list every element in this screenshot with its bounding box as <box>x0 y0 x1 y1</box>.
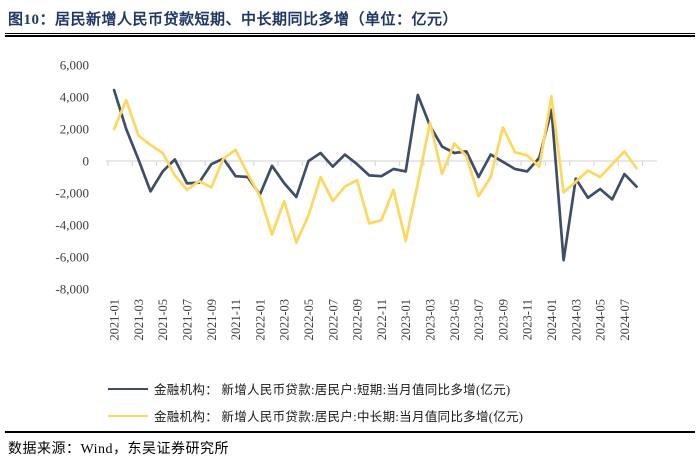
x-axis-tick-label: 2024-03 <box>569 299 583 341</box>
y-axis-tick-label: -6,000 <box>55 250 89 265</box>
medium-long-term-line-swatch <box>108 414 148 417</box>
legend-row-medium-long-term: 金融机构： 新增人民币贷款:居民户:中长期:当月值同比多增(亿元) <box>108 402 523 429</box>
loan-growth-line-chart: 6,000 4,000 2,000 0 -2,000 -4,000 -6,000 -8,000… <box>55 58 657 341</box>
x-axis-tick-label: 2022-03 <box>278 299 292 341</box>
data-source: 数据来源：Wind，东吴证券研究所 <box>8 442 230 457</box>
legend-label-medium-long-term: 金融机构： 新增人民币贷款:居民户:中长期:当月值同比多增(亿元) <box>154 410 524 424</box>
y-axis-tick-label: 0 <box>83 154 90 169</box>
x-axis-tick-label: 2022-11 <box>375 299 389 340</box>
x-axis-tick-label: 2021-03 <box>132 299 146 341</box>
x-axis-tick-label: 2024-05 <box>594 299 608 341</box>
y-axis-tick-label: -2,000 <box>55 186 89 201</box>
x-axis-tick-label: 2023-09 <box>496 299 510 341</box>
x-axis-tick-label: 2023-05 <box>448 299 462 341</box>
medium-long-term-series-line <box>112 94 638 244</box>
x-axis-tick-label: 2023-07 <box>472 299 486 341</box>
x-axis-tick-label: 2024-07 <box>618 299 632 341</box>
x-axis-tick-label: 2023-01 <box>399 299 413 341</box>
y-axis-tick-label: -8,000 <box>55 282 89 297</box>
short-term-series-line <box>112 88 638 262</box>
x-axis-tick-label: 2023-03 <box>423 299 437 341</box>
x-axis-tick-label: 2021-01 <box>108 299 122 341</box>
footer-rule <box>5 431 695 433</box>
x-axis-tick-label: 2021-07 <box>180 299 194 341</box>
legend-label-short-term: 金融机构： 新增人民币贷款:居民户:短期:当月值同比多增(亿元) <box>154 383 511 397</box>
short-term-line-swatch <box>108 387 148 390</box>
x-axis-tick-label: 2021-09 <box>205 299 219 341</box>
x-axis-tick-label: 2022-07 <box>326 299 340 341</box>
y-axis-tick-label: -4,000 <box>55 218 89 233</box>
x-axis-tick-label: 2022-05 <box>302 299 316 341</box>
y-axis-tick-label: 2,000 <box>60 122 89 137</box>
x-axis-tick-label: 2023-11 <box>521 299 535 340</box>
x-axis-tick-label: 2022-09 <box>351 299 365 341</box>
chart-legend: 金融机构： 新增人民币贷款:居民户:短期:当月值同比多增(亿元) 金融机构： 新… <box>108 375 523 429</box>
x-axis-tick-label: 2024-01 <box>545 299 559 341</box>
title-rule <box>5 33 695 37</box>
legend-row-short-term: 金融机构： 新增人民币贷款:居民户:短期:当月值同比多增(亿元) <box>108 375 523 402</box>
x-axis-tick-label: 2021-05 <box>156 299 170 341</box>
figure-title: 图10：居民新增人民币贷款短期、中长期同比多增（单位：亿元） <box>8 12 459 28</box>
y-axis-tick-label: 6,000 <box>60 58 89 73</box>
x-axis-tick-label: 2021-11 <box>229 299 243 340</box>
y-axis-tick-label: 4,000 <box>60 90 89 105</box>
x-axis-tick-label: 2022-01 <box>253 299 267 341</box>
